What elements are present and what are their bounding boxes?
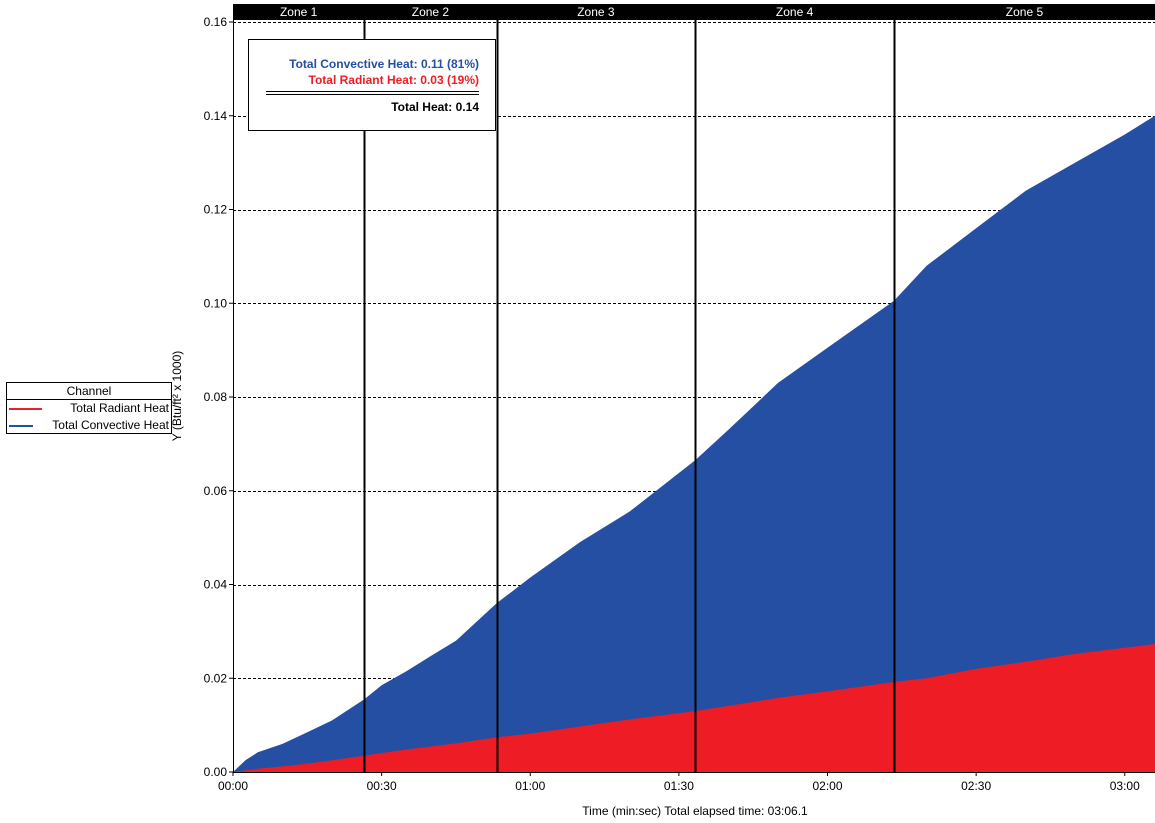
- summary-convective-heat: Total Convective Heat: 0.11 (81%): [289, 57, 479, 71]
- axes: [229, 4, 1155, 776]
- stacked-areas: [233, 115, 1155, 772]
- zone-label-3: Zone 3: [577, 5, 615, 19]
- summary-radiant-heat: Total Radiant Heat: 0.03 (19%): [308, 73, 479, 87]
- legend-entry-radiant: Total Radiant Heat: [7, 400, 169, 417]
- zone-header-bar: Zone 1 Zone 2 Zone 3 Zone 4 Zone 5: [233, 4, 1155, 20]
- y-tick-label-8: 0.16: [204, 15, 228, 29]
- y-tick-label-6: 0.12: [204, 203, 228, 217]
- legend-swatch-convective: [9, 425, 33, 427]
- x-axis-title: Time (min:sec) Total elapsed time: 03:06…: [582, 804, 808, 818]
- legend-swatch-radiant: [9, 408, 42, 410]
- x-tick-label-4: 02:00: [813, 779, 843, 793]
- legend-title: Channel: [7, 383, 171, 400]
- x-tick-label-3: 01:30: [664, 779, 694, 793]
- zone-label-5: Zone 5: [1006, 5, 1044, 19]
- legend-label-convective: Total Convective Heat: [52, 418, 169, 432]
- zone-label-2: Zone 2: [412, 5, 450, 19]
- x-tick-labels: 00:00 00:30 01:00 01:30 02:00 02:30 03:00: [218, 779, 1140, 793]
- area-total-radiant-heat: [233, 644, 1155, 772]
- y-tick-labels: 0.00 0.02 0.04 0.06 0.08 0.10 0.12 0.14 0.16: [204, 15, 228, 779]
- legend-label-radiant: Total Radiant Heat: [70, 401, 169, 415]
- zone-dividers: [363, 4, 896, 772]
- zone-header-background: [233, 4, 1155, 20]
- x-tick-label-2: 01:00: [515, 779, 545, 793]
- zone-label-4: Zone 4: [776, 5, 814, 19]
- heat-summary-box: Total Convective Heat: 0.11 (81%) Total …: [248, 39, 496, 131]
- x-tick-label-6: 03:00: [1110, 779, 1140, 793]
- y-tick-label-7: 0.14: [204, 109, 228, 123]
- area-total-convective-heat: [233, 115, 1155, 772]
- y-tick-label-4: 0.08: [204, 390, 228, 404]
- y-tick-label-3: 0.06: [204, 484, 228, 498]
- y-axis-title: Y (Btu/ft² x 1000): [170, 351, 184, 442]
- x-tick-label-1: 00:30: [367, 779, 397, 793]
- y-tick-label-2: 0.04: [204, 578, 228, 592]
- summary-divider: [266, 91, 479, 92]
- y-tick-label-5: 0.10: [204, 296, 228, 310]
- x-tick-label-0: 00:00: [218, 779, 248, 793]
- zone-label-1: Zone 1: [280, 5, 318, 19]
- y-tick-label-1: 0.02: [204, 671, 228, 685]
- x-tick-label-5: 02:30: [961, 779, 991, 793]
- channel-legend: Channel Total Radiant Heat Total Convect…: [6, 382, 172, 434]
- summary-total-heat: Total Heat: 0.14: [391, 100, 479, 114]
- y-tick-label-0: 0.00: [204, 765, 228, 779]
- summary-divider: [266, 94, 479, 95]
- legend-entry-convective: Total Convective Heat: [7, 417, 169, 434]
